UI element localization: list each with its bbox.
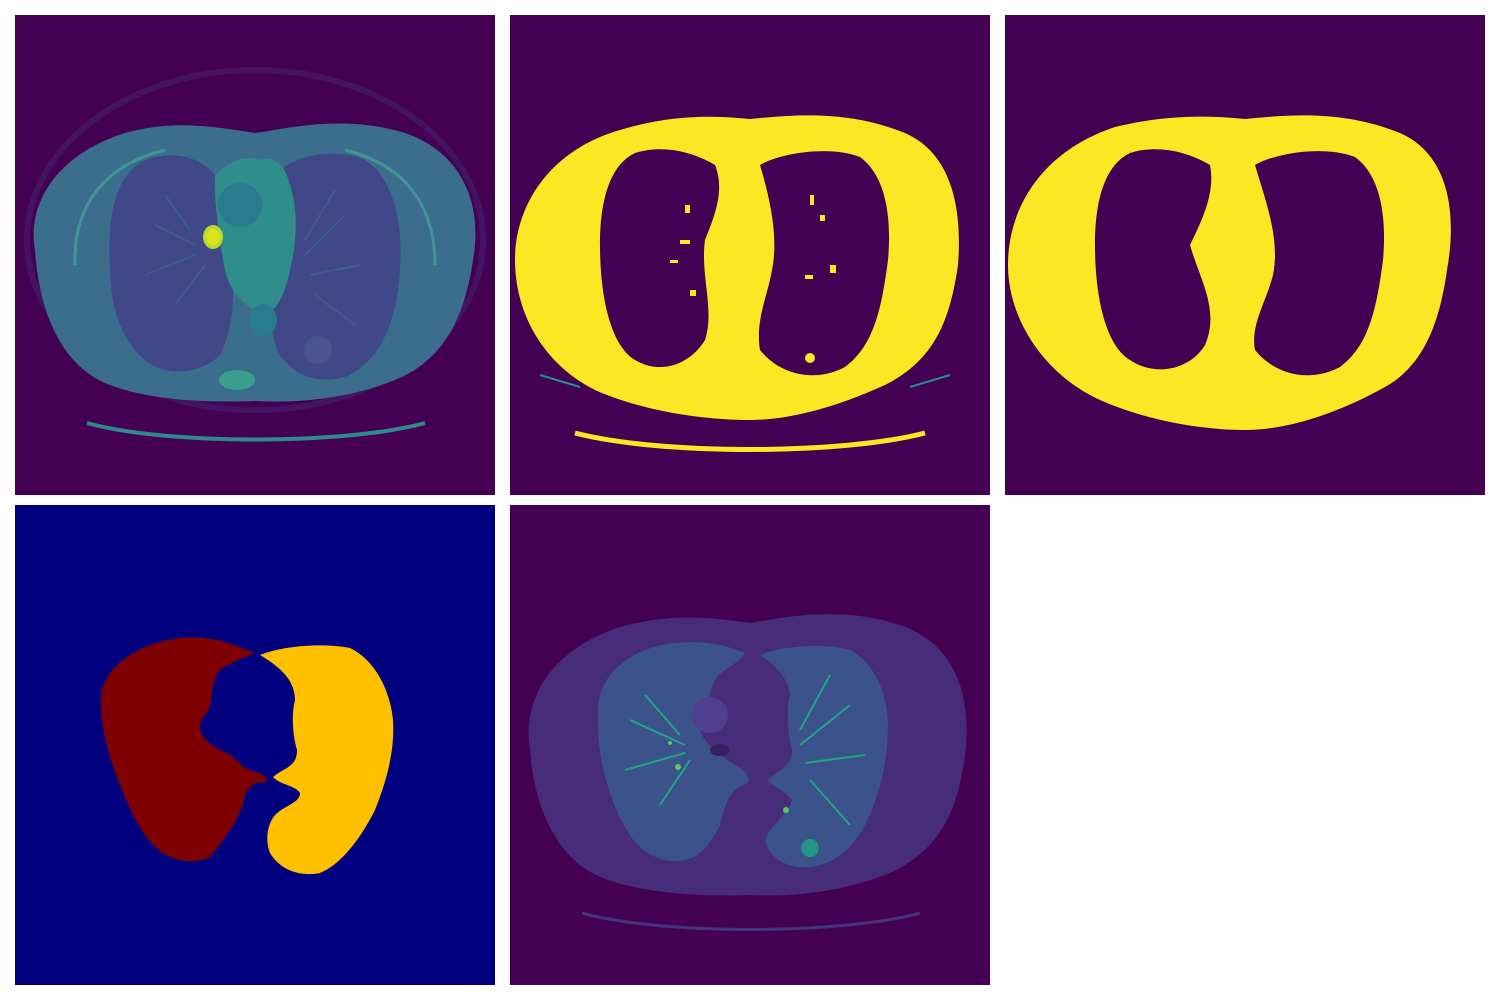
right-lung-region: [100, 637, 267, 862]
ct-slice-image: [15, 15, 495, 495]
threshold-mask-panel: [510, 15, 990, 495]
ct-slice-panel: [15, 15, 495, 495]
filled-body-mask-panel: [1005, 15, 1485, 495]
left-lung-region: [260, 645, 394, 875]
masked-lung-ct-image: [510, 505, 990, 985]
lung-labels-panel: [15, 505, 495, 985]
lung-labels-image: [15, 505, 495, 985]
threshold-mask-image: [510, 15, 990, 495]
filled-body-mask-image: [1005, 15, 1485, 495]
masked-lung-ct-panel: [510, 505, 990, 985]
